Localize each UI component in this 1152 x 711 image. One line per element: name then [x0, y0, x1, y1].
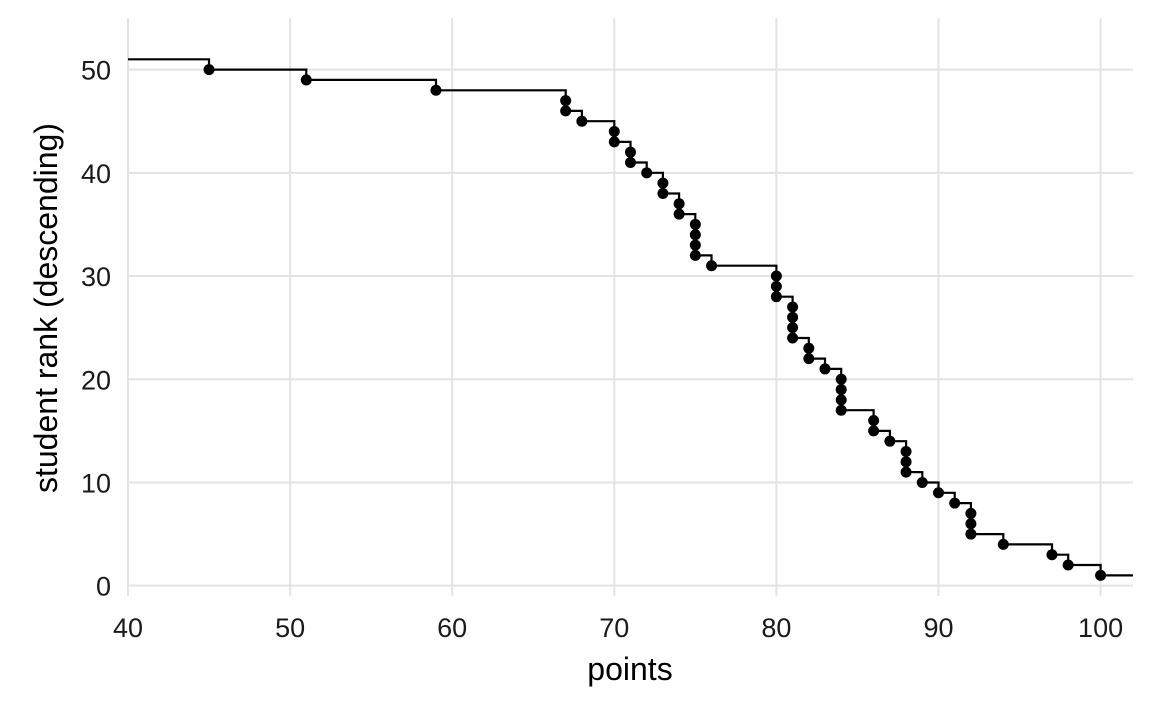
data-point-rank-13 [900, 446, 912, 457]
data-point-rank-18 [835, 394, 847, 406]
data-point-rank-48 [430, 84, 442, 96]
y-tick-label-40: 40 [81, 159, 111, 189]
data-point-rank-16 [868, 415, 880, 427]
data-point-rank-7 [965, 507, 977, 519]
data-point-rank-36 [673, 208, 685, 220]
data-point-rank-35 [689, 218, 701, 230]
x-tick-label-60: 60 [437, 613, 467, 643]
grid-lines [127, 18, 1133, 596]
data-point-rank-47 [560, 95, 572, 107]
data-point-rank-44 [608, 126, 620, 138]
data-point-rank-2 [1062, 559, 1074, 571]
data-point-rank-40 [641, 167, 653, 179]
x-tick-label-90: 90 [923, 613, 953, 643]
x-tick-label-80: 80 [761, 613, 791, 643]
step-line-layer [128, 58, 1133, 577]
data-point-rank-32 [689, 249, 701, 261]
x-axis-title: points [587, 651, 672, 687]
data-point-rank-6 [965, 518, 977, 530]
y-axis-tick-labels: 0 10 20 30 40 50 [81, 56, 111, 602]
data-point-rank-5 [965, 528, 977, 540]
data-point-rank-31 [706, 260, 718, 272]
data-point-rank-43 [608, 136, 620, 148]
x-tick-label-50: 50 [275, 613, 305, 643]
y-tick-label-0: 0 [96, 572, 111, 602]
data-point-rank-27 [787, 301, 799, 313]
data-point-rank-25 [787, 322, 799, 334]
data-point-rank-33 [689, 239, 701, 251]
data-point-rank-38 [657, 187, 669, 199]
x-tick-label-100: 100 [1078, 613, 1123, 643]
y-tick-label-20: 20 [81, 365, 111, 395]
data-point-rank-29 [770, 280, 782, 292]
data-point-rank-30 [770, 270, 782, 282]
data-point-rank-24 [787, 332, 799, 344]
y-axis-title: student rank (descending) [28, 123, 64, 493]
data-point-rank-4 [997, 538, 1009, 550]
x-tick-label-70: 70 [599, 613, 629, 643]
x-axis-tick-labels: 40 50 60 70 80 90 100 [113, 613, 1123, 643]
data-point-rank-15 [868, 425, 880, 437]
data-point-rank-12 [900, 456, 912, 468]
data-point-rank-1 [1095, 569, 1107, 581]
y-tick-label-10: 10 [81, 468, 111, 498]
data-point-rank-26 [787, 311, 799, 323]
y-tick-label-30: 30 [81, 262, 111, 292]
data-point-rank-21 [819, 363, 831, 375]
y-tick-label-50: 50 [81, 56, 111, 86]
data-point-rank-17 [835, 404, 847, 416]
data-point-rank-42 [625, 146, 636, 158]
data-point-rank-34 [689, 229, 701, 241]
data-point-rank-49 [300, 74, 312, 86]
data-point-rank-23 [803, 342, 815, 354]
data-point-rank-3 [1046, 549, 1058, 561]
data-point-rank-19 [835, 384, 847, 396]
rank-step-line [128, 58, 1133, 577]
data-point-rank-41 [625, 157, 636, 168]
x-tick-label-40: 40 [113, 613, 143, 643]
data-point-rank-14 [884, 435, 896, 447]
data-point-rank-28 [770, 291, 782, 303]
data-point-rank-45 [576, 115, 588, 127]
data-point-rank-11 [900, 466, 912, 478]
data-point-rank-50 [203, 64, 215, 76]
data-point-rank-9 [932, 487, 944, 499]
data-point-rank-39 [657, 177, 669, 189]
data-point-rank-46 [560, 105, 572, 117]
data-point-rank-22 [803, 353, 815, 365]
data-point-rank-37 [673, 198, 685, 210]
data-point-rank-8 [949, 497, 961, 509]
data-point-rank-20 [835, 373, 847, 385]
data-point-rank-10 [916, 476, 928, 488]
data-points [203, 64, 1107, 581]
